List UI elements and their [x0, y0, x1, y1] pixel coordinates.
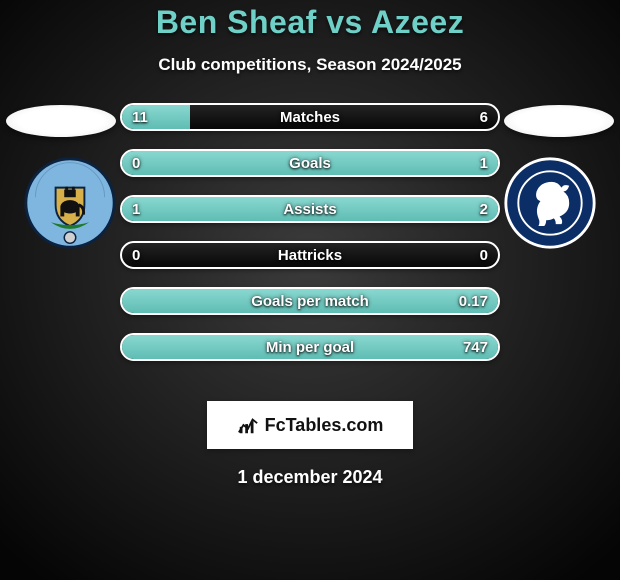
player-left-ellipse: [6, 105, 116, 137]
comparison-arena: Matches116 Goals01 Assists12 Hattricks0 0 Goa…: [0, 103, 620, 393]
stat-fill-right: [122, 289, 498, 313]
stat-value-left: 0: [132, 243, 140, 267]
stat-bars: Matches116 Goals01 Assists12 Hattricks0 0 Goa…: [120, 103, 500, 379]
stat-row: Hattricks0 0: [120, 241, 500, 269]
stat-row: Assists12: [120, 195, 500, 223]
stat-fill-right: [122, 197, 498, 221]
club-crest-right: [502, 155, 598, 251]
stat-row: Min per goal747: [120, 333, 500, 361]
stat-row: Matches116: [120, 103, 500, 131]
page-title: Ben Sheaf vs Azeez: [0, 4, 620, 41]
branding-text: FcTables.com: [265, 415, 384, 436]
club-crest-left: [22, 155, 118, 251]
stat-row: Goals01: [120, 149, 500, 177]
stat-label: Hattricks: [122, 243, 498, 267]
stat-value-right: 6: [480, 105, 488, 129]
stat-fill-left: [122, 105, 190, 129]
player-right-ellipse: [504, 105, 614, 137]
page-subtitle: Club competitions, Season 2024/2025: [0, 55, 620, 75]
footer-date: 1 december 2024: [0, 467, 620, 488]
stat-fill-right: [122, 151, 498, 175]
stat-row: Goals per match0.17: [120, 287, 500, 315]
stat-fill-right: [122, 335, 498, 359]
stat-value-right: 0: [480, 243, 488, 267]
branding-badge: FcTables.com: [207, 401, 413, 449]
branding-chart-icon: [237, 414, 259, 436]
